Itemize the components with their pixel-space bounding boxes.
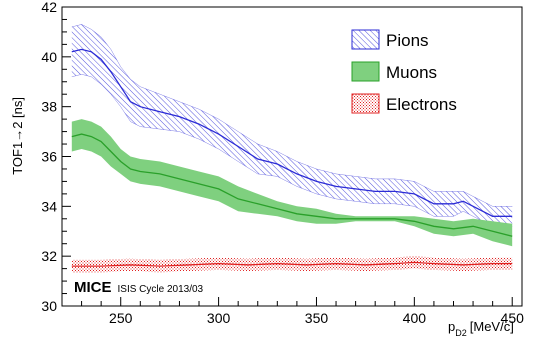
error-bands xyxy=(71,24,513,273)
x-tick-label: 450 xyxy=(501,310,525,326)
y-tick-label: 34 xyxy=(41,198,57,214)
x-axis-title-main: p xyxy=(448,319,455,334)
band-lower-pions xyxy=(71,74,513,227)
legend: Pions Muons Electrons xyxy=(351,29,457,114)
line-pions xyxy=(71,48,513,217)
x-axis-ticks: 250 300 350 400 450 xyxy=(81,297,525,326)
x-axis-title: pD2 [MeV/c] xyxy=(448,319,514,338)
x-tick-label: 250 xyxy=(109,310,133,326)
legend-swatch-pions xyxy=(351,29,380,50)
experiment-annotation: MICE ISIS Cycle 2013/03 xyxy=(74,279,204,296)
x-tick-label: 400 xyxy=(403,310,427,326)
y-tick-label: 38 xyxy=(41,99,57,115)
y-tick-label: 32 xyxy=(41,248,57,264)
legend-label-pions: Pions xyxy=(386,31,429,50)
line-muons xyxy=(71,133,513,237)
central-lines xyxy=(71,48,513,267)
x-axis-title-unit: [MeV/c] xyxy=(470,319,514,334)
y-tick-label: 36 xyxy=(41,149,57,165)
y-axis-ticks: 30 32 34 36 38 40 42 xyxy=(41,0,71,314)
x-axis-title-sub: D2 xyxy=(455,328,467,338)
x-tick-label: 300 xyxy=(207,310,231,326)
line-electrons xyxy=(71,261,513,267)
y-tick-label: 40 xyxy=(41,49,57,65)
legend-label-electrons: Electrons xyxy=(386,95,457,114)
legend-swatch-electrons xyxy=(351,93,380,114)
experiment-name: MICE xyxy=(74,279,112,296)
legend-label-muons: Muons xyxy=(386,63,437,82)
y-tick-label: 42 xyxy=(41,0,57,15)
y-axis-title: TOF1→2 [ns] xyxy=(10,97,25,175)
band-upper-pions xyxy=(71,24,513,207)
y-tick-label: 30 xyxy=(41,298,57,314)
band-muons xyxy=(71,119,513,247)
x-tick-label: 350 xyxy=(305,310,329,326)
legend-swatch-muons xyxy=(351,61,380,82)
run-label: ISIS Cycle 2013/03 xyxy=(118,284,204,295)
band-pions xyxy=(71,24,513,227)
